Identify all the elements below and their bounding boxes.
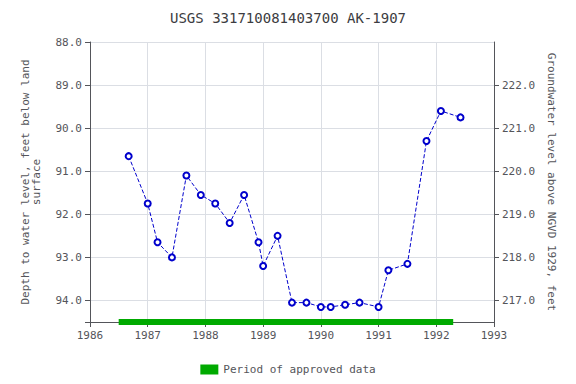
svg-text:1988: 1988: [192, 329, 219, 342]
svg-text:Groundwater level above NGVD 1: Groundwater level above NGVD 1929, feet: [545, 53, 558, 311]
svg-text:90.0: 90.0: [56, 122, 83, 135]
svg-text:93.0: 93.0: [56, 251, 83, 264]
svg-text:1989: 1989: [250, 329, 277, 342]
svg-text:Period of approved data: Period of approved data: [223, 363, 375, 376]
svg-text:91.0: 91.0: [56, 165, 83, 178]
svg-text:Depth to water level, feet bel: Depth to water level, feet below land: [19, 59, 32, 305]
svg-text:1993: 1993: [481, 329, 508, 342]
svg-text:219.0: 219.0: [502, 208, 535, 221]
svg-text:surface: surface: [30, 159, 43, 205]
svg-text:218.0: 218.0: [502, 251, 535, 264]
svg-text:217.0: 217.0: [502, 294, 535, 307]
svg-text:88.0: 88.0: [56, 36, 83, 49]
svg-text:222.0: 222.0: [502, 79, 535, 92]
svg-text:220.0: 220.0: [502, 165, 535, 178]
svg-text:1990: 1990: [308, 329, 335, 342]
svg-text:1986: 1986: [77, 329, 104, 342]
svg-text:1987: 1987: [134, 329, 161, 342]
svg-text:1991: 1991: [365, 329, 392, 342]
svg-text:89.0: 89.0: [56, 79, 83, 92]
svg-text:221.0: 221.0: [502, 122, 535, 135]
svg-text:94.0: 94.0: [56, 294, 83, 307]
svg-text:1992: 1992: [423, 329, 450, 342]
svg-text:92.0: 92.0: [56, 208, 83, 221]
svg-text:USGS 331710081403700 AK-1907: USGS 331710081403700 AK-1907: [170, 10, 406, 26]
